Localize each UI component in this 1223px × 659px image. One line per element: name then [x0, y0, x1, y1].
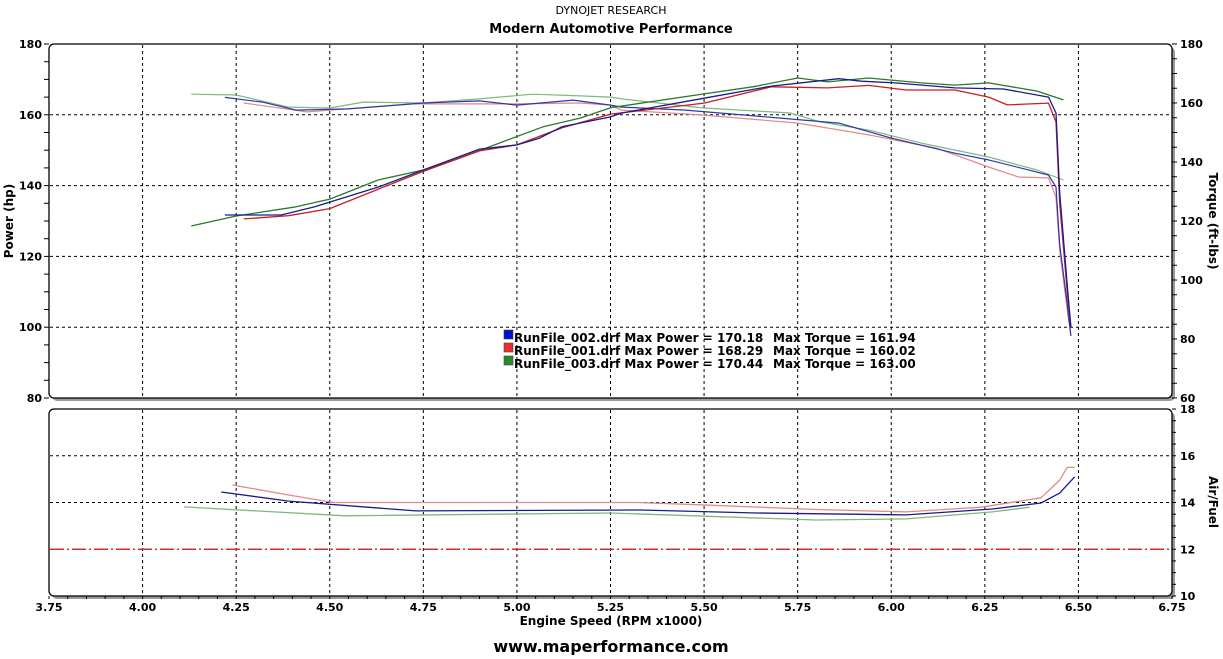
x-tick-label: 4.50 — [316, 601, 343, 614]
x-tick-label: 4.75 — [410, 601, 437, 614]
x-tick-label: 5.50 — [691, 601, 718, 614]
legend-swatch-001 — [503, 342, 514, 353]
legend-text-001: RunFile_001.drf Max Power = 168.29 — [514, 344, 763, 359]
legend-torque-003: Max Torque = 163.00 — [773, 357, 916, 371]
torque-tick-label: 100 — [1180, 274, 1203, 287]
series-lines — [183, 77, 1076, 521]
RunFile_001-afr-line — [232, 466, 1075, 513]
afr-axis-label: Air/Fuel — [1206, 476, 1220, 528]
torque-tick-label: 180 — [1180, 38, 1203, 51]
legend-swatch-002 — [503, 329, 514, 340]
legend-torque-001: Max Torque = 160.02 — [773, 344, 916, 358]
power-tick-label: 100 — [19, 321, 42, 334]
legend-swatch-003 — [503, 355, 514, 366]
x-tick-label: 4.00 — [129, 601, 156, 614]
torque-tick-label: 140 — [1180, 156, 1203, 169]
afr-tick-label: 12 — [1180, 543, 1195, 556]
x-tick-label: 5.75 — [784, 601, 811, 614]
x-tick-label: 6.25 — [971, 601, 998, 614]
x-axis-label: Engine Speed (RPM x1000) — [520, 614, 703, 628]
torque-tick-label: 120 — [1180, 215, 1203, 228]
RunFile_003-power-line — [191, 77, 1064, 227]
power-tick-label: 140 — [19, 180, 42, 193]
power-tick-label: 80 — [27, 392, 43, 405]
legend: RunFile_002.drf Max Power = 170.18 Max T… — [503, 329, 916, 372]
power-tick-label: 160 — [19, 109, 42, 122]
x-tick-label: 6.00 — [878, 601, 905, 614]
RunFile_003-torque-line — [191, 93, 1064, 181]
legend-text-002: RunFile_002.drf Max Power = 170.18 — [514, 331, 763, 346]
afr-tick-label: 14 — [1180, 497, 1196, 510]
afr-tick-label: 10 — [1180, 590, 1196, 603]
afr-tick-label: 18 — [1180, 403, 1195, 416]
y-axis-right-label: Torque (ft-lbs) — [1206, 173, 1220, 270]
RunFile_002-torque-line — [224, 96, 1072, 337]
torque-tick-label: 60 — [1180, 392, 1196, 405]
power-tick-label: 120 — [19, 250, 42, 263]
RunFile_002-power-line — [224, 78, 1072, 328]
legend-torque-002: Max Torque = 161.94 — [773, 331, 916, 345]
afr-tick-label: 16 — [1180, 450, 1196, 463]
x-tick-label: 5.00 — [503, 601, 530, 614]
RunFile_003-afr-line — [183, 506, 1030, 521]
y-axis-left-label: Power (hp) — [2, 184, 16, 258]
x-tick-label: 6.50 — [1065, 601, 1092, 614]
company-name: DYNOJET RESEARCH — [556, 4, 667, 17]
x-tick-label: 3.75 — [35, 601, 62, 614]
x-tick-label: 4.25 — [223, 601, 250, 614]
x-tick-label: 5.25 — [597, 601, 624, 614]
torque-tick-label: 80 — [1180, 333, 1196, 346]
RunFile_001-torque-line — [243, 102, 1072, 337]
website-url: www.maperformance.com — [493, 637, 728, 655]
torque-tick-label: 160 — [1180, 97, 1203, 110]
grid — [50, 45, 1171, 595]
RunFile_001-power-line — [243, 84, 1072, 328]
RunFile_002-afr-line — [221, 476, 1076, 516]
legend-text-003: RunFile_003.drf Max Power = 170.44 — [514, 357, 763, 372]
chart-title: Modern Automotive Performance — [489, 22, 733, 37]
x-tick-label: 6.75 — [1158, 601, 1185, 614]
axis-ticks: 3.75 4.00 4.25 4.50 4.75 5.00 5.25 5.50 5.75 6.00… — [19, 38, 1203, 614]
power-tick-label: 180 — [19, 38, 42, 51]
